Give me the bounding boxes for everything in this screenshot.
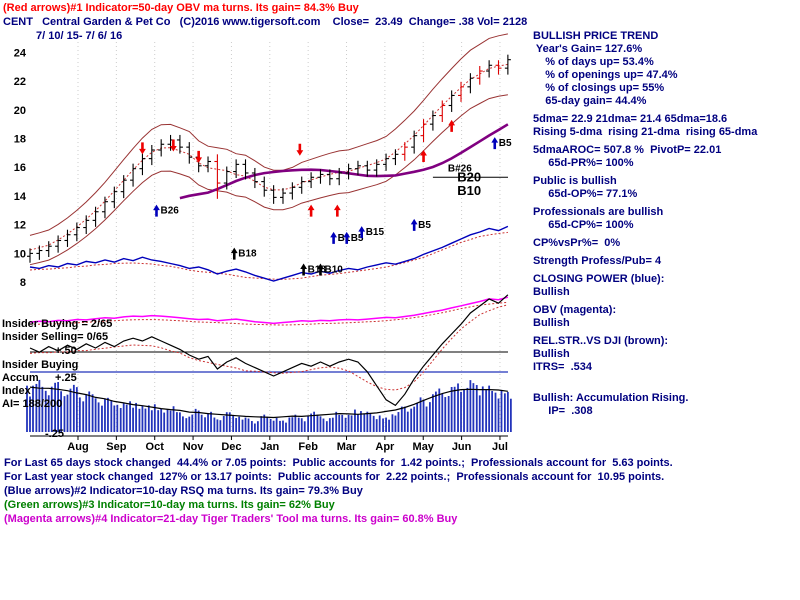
svg-text:May: May [413, 441, 435, 453]
svg-text:B10: B10 [324, 264, 343, 275]
analysis-line: 5dmaAROC= 507.8 % PivotP= 22.01 [533, 144, 722, 156]
analysis-line: % of openings up= 47.4% [533, 69, 678, 81]
analysis-line: Rising 5-dma rising 21-dma rising 65-dma [533, 126, 758, 138]
svg-text:10: 10 [14, 248, 26, 260]
date-range-label: 7/ 10/ 15- 7/ 6/ 16 [36, 30, 123, 42]
analysis-line: ITRS= .534 [533, 361, 593, 373]
analysis-line: 65d-CP%= 100% [533, 219, 634, 231]
svg-text:8: 8 [20, 277, 26, 289]
svg-text:Apr: Apr [375, 441, 395, 453]
chart-annotation-label: Insider Buying [2, 359, 79, 371]
analysis-line: Bullish [533, 317, 570, 329]
legend-line: (Blue arrows)#2 Indicator=10-day RSQ ma … [4, 485, 363, 497]
svg-text:20: 20 [14, 105, 26, 117]
chart-annotation-label: AI= 188/200 [2, 398, 63, 410]
analysis-line: Year's Gain= 127.6% [533, 43, 643, 55]
svg-text:B18: B18 [238, 249, 257, 260]
svg-text:Nov: Nov [183, 441, 205, 453]
legend-line: For Last year stock changed 127% or 13.1… [4, 471, 665, 483]
analysis-line: 5dma= 22.9 21dma= 21.4 65dma=18.6 [533, 113, 728, 125]
ticker-header: CENT Central Garden & Pet Co (C)2016 www… [3, 16, 528, 28]
analysis-line: CP%vsPr%= 0% [533, 237, 621, 249]
analysis-line: IP= .308 [533, 405, 593, 417]
svg-text:Sep: Sep [106, 441, 126, 453]
svg-text:16: 16 [14, 162, 26, 174]
chart-annotation-label: Insider Selling= 0/65 [2, 331, 109, 343]
analysis-line: 65d-PR%= 100% [533, 157, 634, 169]
svg-text:22: 22 [14, 76, 26, 88]
chart-annotation-label: -.25 [45, 428, 64, 440]
svg-text:18: 18 [14, 134, 26, 146]
svg-text:B5: B5 [418, 220, 431, 231]
analysis-line: REL.STR..VS DJI (brown): [533, 335, 669, 347]
svg-text:12: 12 [14, 220, 26, 232]
svg-text:Dec: Dec [221, 441, 241, 453]
analysis-line: 65d-OP%= 77.1% [533, 188, 638, 200]
analysis-line: Bullish [533, 348, 570, 360]
analysis-line: % of closings up= 55% [533, 82, 665, 94]
analysis-line: Strength Profess/Pub= 4 [533, 255, 662, 267]
chart-annotation-label: Index [2, 385, 31, 397]
svg-text:14: 14 [14, 191, 27, 203]
analysis-panel: BULLISH PRICE TREND Year's Gain= 127.6% … [533, 30, 799, 418]
svg-text:Jul: Jul [492, 441, 508, 453]
svg-text:B1: B1 [338, 233, 351, 244]
svg-text:Aug: Aug [67, 441, 88, 453]
analysis-line: % of days up= 53.4% [533, 56, 654, 68]
svg-text:B5: B5 [499, 138, 512, 149]
legend-line: (Green arrows)#3 Indicator=10-day ma tur… [4, 499, 335, 511]
svg-text:B15: B15 [366, 227, 385, 238]
analysis-line: Bullish: Accumulation Rising. [533, 392, 689, 404]
analysis-line: OBV (magenta): [533, 304, 617, 316]
chart-annotation-label: +.25 [55, 372, 77, 384]
svg-text:B5: B5 [351, 233, 364, 244]
accum-histogram [26, 379, 512, 432]
svg-text:B#26: B#26 [448, 164, 472, 175]
legend-line: For Last 65 days stock changed 44.4% or … [4, 457, 673, 469]
svg-text:Feb: Feb [298, 441, 318, 453]
svg-text:Mar: Mar [337, 441, 357, 453]
svg-text:Jun: Jun [452, 441, 472, 453]
analysis-line: Bullish [533, 286, 570, 298]
svg-text:24: 24 [14, 47, 27, 59]
svg-text:Jan: Jan [260, 441, 279, 453]
candles [27, 54, 511, 263]
analysis-line: 65-day gain= 44.4% [533, 95, 647, 107]
indicator1-legend: (Red arrows)#1 Indicator=50-day OBV ma t… [3, 2, 359, 14]
legend-line: (Magenta arrows)#4 Indicator=21-day Tige… [4, 513, 458, 525]
svg-text:B18: B18 [308, 264, 327, 275]
analysis-line: BULLISH PRICE TREND [533, 30, 659, 42]
footer-legends: For Last 65 days stock changed 44.4% or … [4, 456, 673, 526]
chart-annotation-label: Insider Buying = 2/65 [2, 318, 113, 330]
svg-text:Oct: Oct [146, 441, 165, 453]
analysis-line: CLOSING POWER (blue): [533, 273, 665, 285]
svg-text:B26: B26 [160, 206, 179, 217]
chart-annotation-label: +.50 [55, 345, 77, 357]
chart-annotation-label: Accum [2, 372, 39, 384]
svg-text:B10: B10 [457, 183, 481, 198]
analysis-line: Professionals are bullish [533, 206, 664, 218]
analysis-line: Public is bullish [533, 175, 617, 187]
